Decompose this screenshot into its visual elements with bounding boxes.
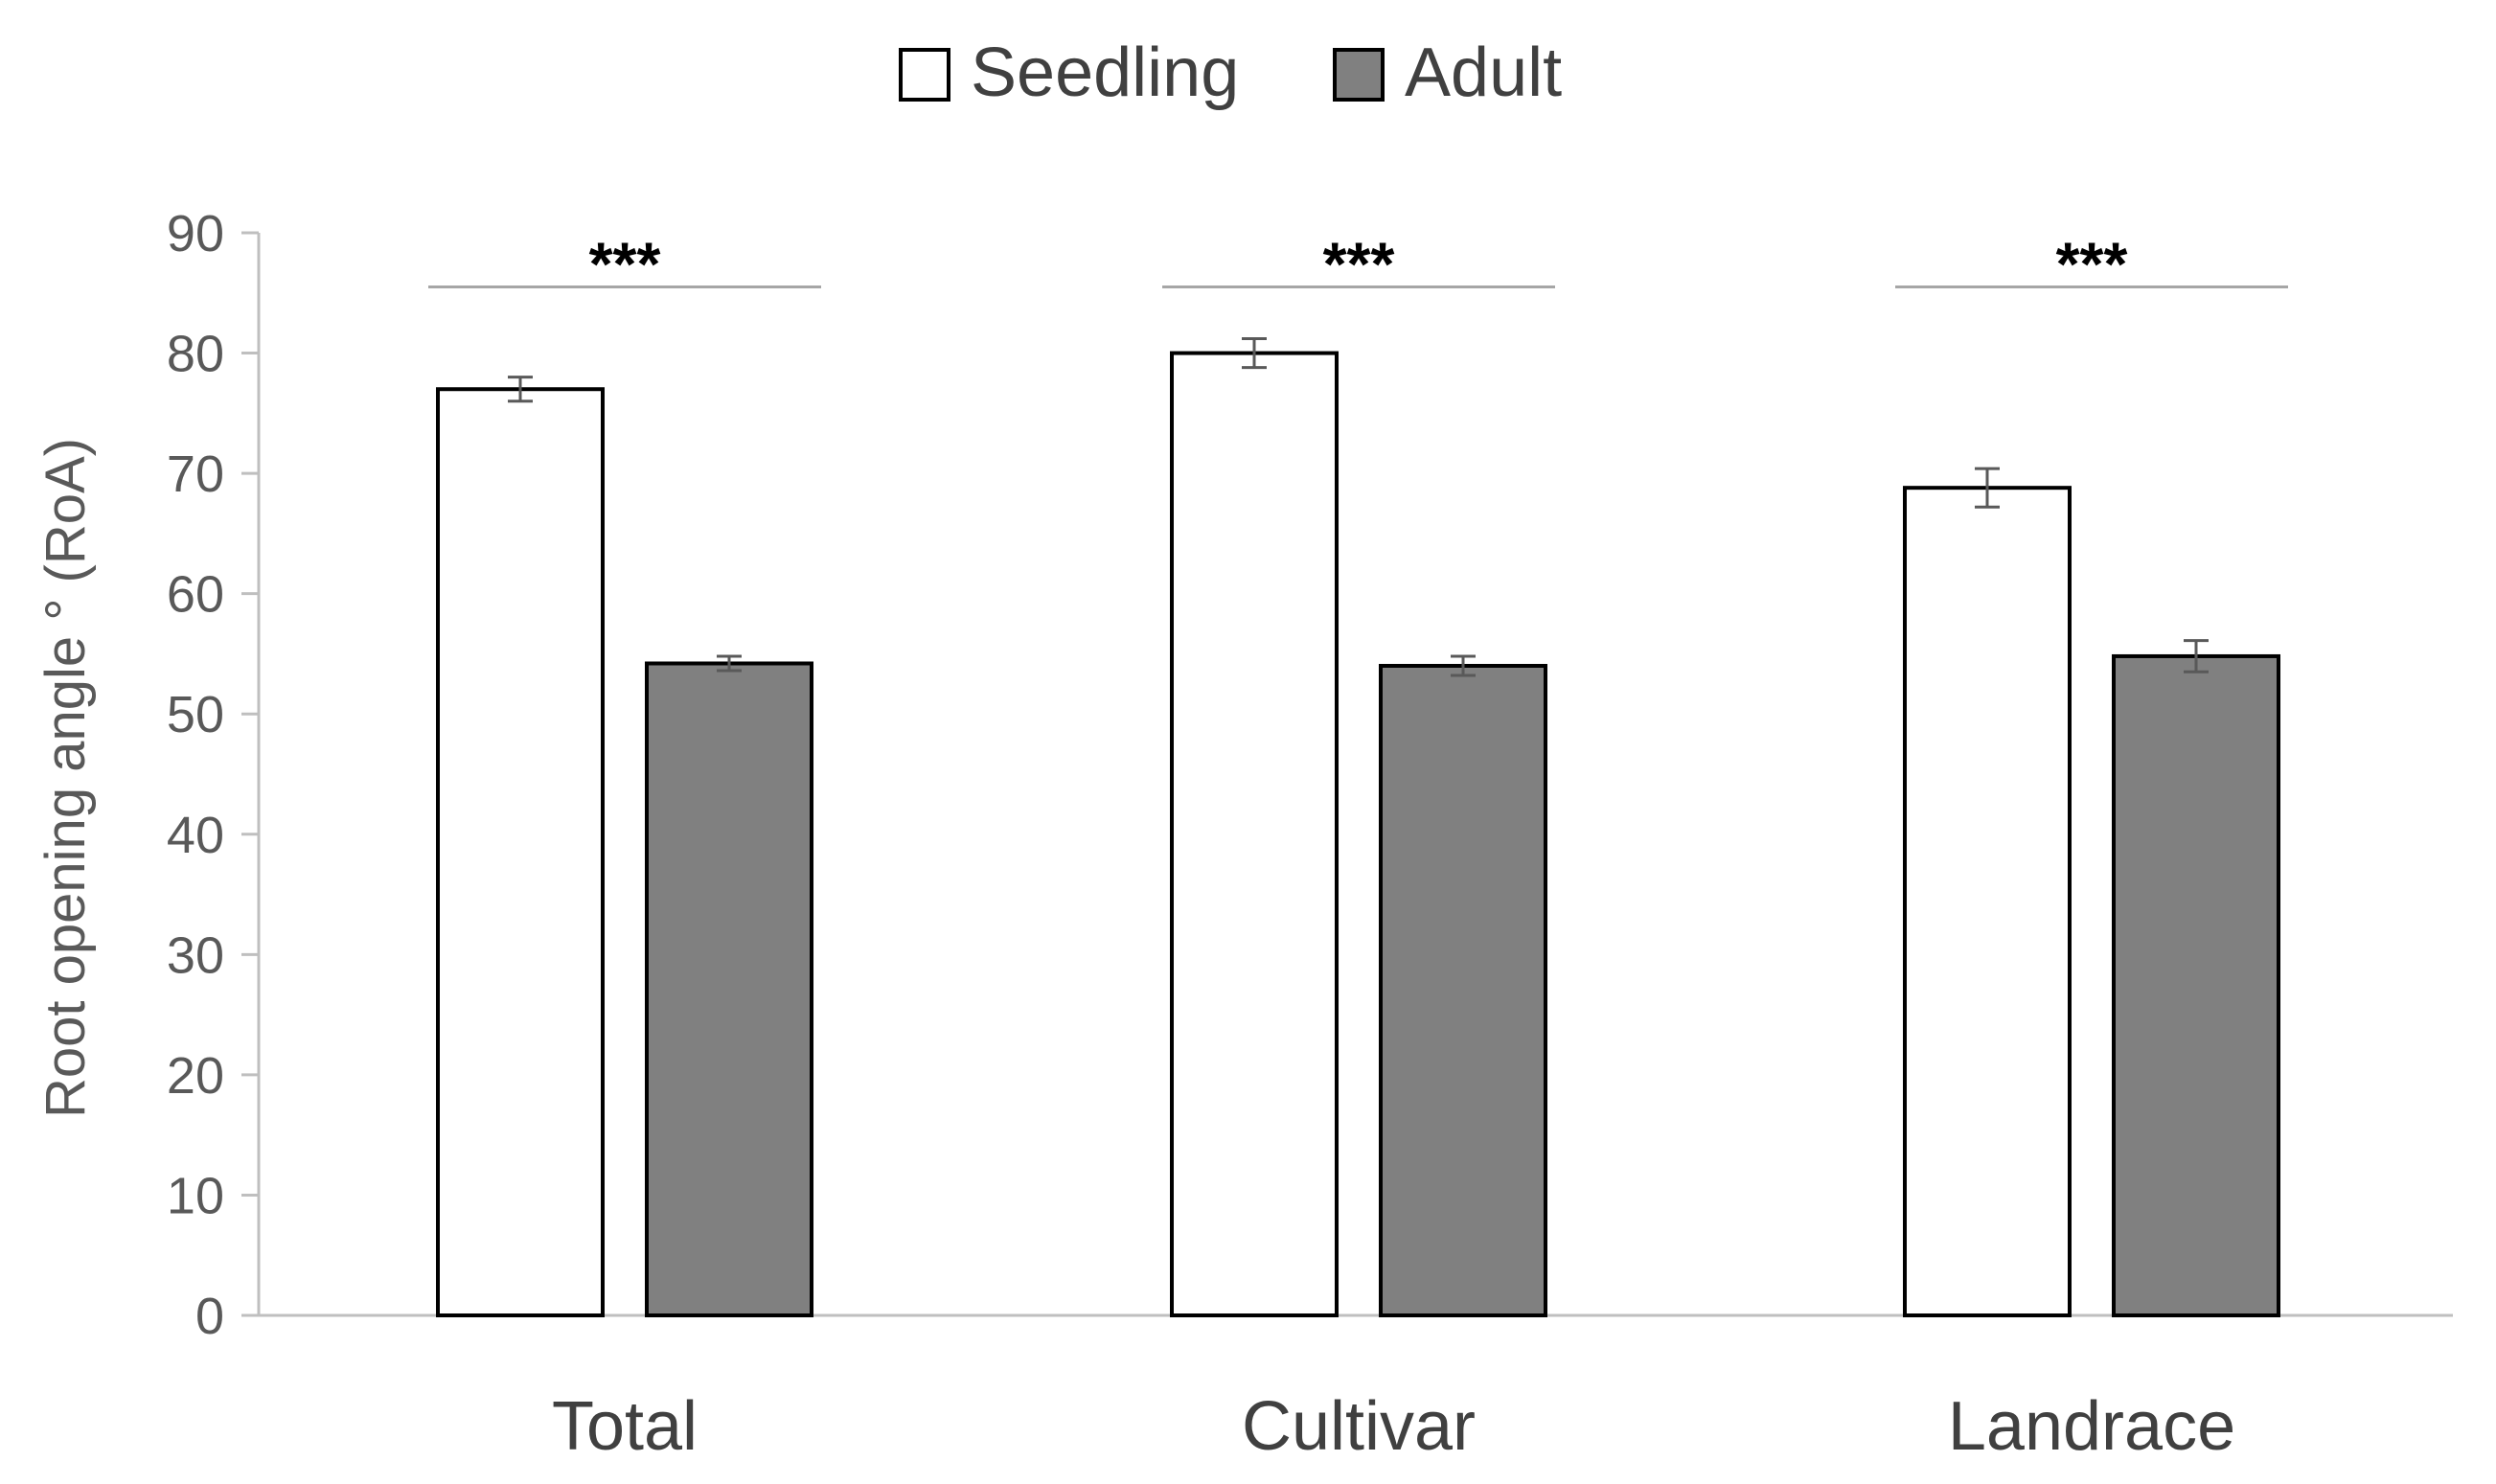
legend-swatch (899, 48, 950, 102)
x-category-label: Total (552, 1388, 698, 1465)
y-tick-label: 0 (195, 1288, 224, 1345)
bar-adult-cultivar (1379, 664, 1547, 1317)
y-tick-label: 90 (167, 205, 224, 263)
x-axis: Total Cultivar Landrace (259, 1313, 2453, 1465)
y-tick-label: 30 (167, 926, 224, 984)
significance-bracket: *** (1162, 230, 1555, 299)
legend: Seedling Adult (899, 34, 1562, 111)
bars (436, 351, 2280, 1317)
legend-label: Seedling (971, 34, 1239, 111)
y-tick-label: 60 (167, 566, 224, 624)
y-axis: 0 10 20 30 40 50 60 70 80 90 (167, 205, 261, 1345)
significance-label: *** (2056, 230, 2128, 299)
error-bar (1975, 467, 2000, 509)
legend-item-seedling: Seedling (899, 34, 1239, 111)
bar-adult-landrace (2112, 653, 2280, 1317)
x-category-label: Landrace (1948, 1388, 2235, 1465)
error-bar (2184, 639, 2209, 674)
y-tick-label: 40 (167, 807, 224, 864)
error-bar (1451, 654, 1476, 677)
y-axis-title: Root opening angle ° (RoA) (34, 438, 97, 1118)
bar-seedling-landrace (1903, 486, 2072, 1317)
error-bars (508, 336, 2209, 677)
y-tick-label: 20 (167, 1047, 224, 1105)
y-tick-label: 10 (167, 1167, 224, 1224)
legend-swatch (1333, 48, 1385, 102)
significance-bracket: *** (1895, 230, 2288, 299)
error-bar (508, 376, 533, 403)
y-tick-label: 70 (167, 445, 224, 503)
bar-seedling-cultivar (1170, 351, 1339, 1317)
error-bar (1242, 336, 1267, 370)
y-tick-label: 50 (167, 686, 224, 743)
error-bar (717, 654, 742, 673)
bar-adult-total (645, 661, 813, 1317)
significance-label: *** (589, 230, 661, 299)
legend-label: Adult (1405, 34, 1562, 111)
y-tick-label: 80 (167, 326, 224, 383)
significance-bracket: *** (428, 230, 821, 299)
significance-annotations: *** *** *** (428, 230, 2288, 299)
significance-label: *** (1323, 230, 1395, 299)
legend-item-adult: Adult (1333, 34, 1562, 111)
bar-seedling-total (436, 387, 605, 1317)
x-category-label: Cultivar (1242, 1388, 1476, 1465)
